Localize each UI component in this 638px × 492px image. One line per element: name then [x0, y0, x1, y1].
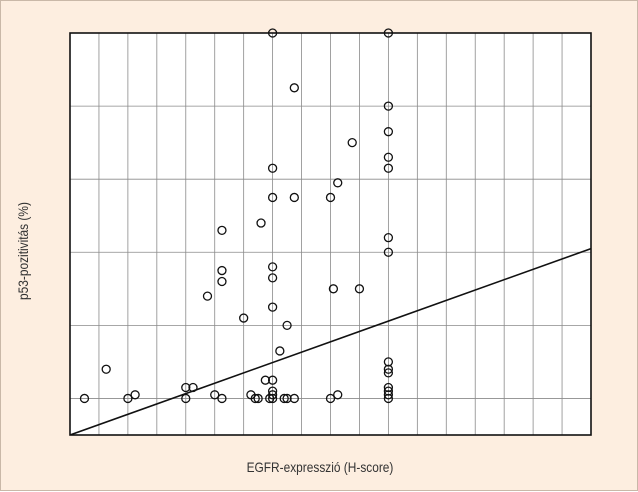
data-point — [217, 225, 227, 235]
data-point — [253, 393, 263, 404]
data-point — [267, 390, 278, 400]
data-point — [217, 276, 227, 287]
data-point — [79, 393, 90, 404]
data-point — [383, 368, 394, 378]
data-point — [202, 291, 213, 301]
data-point — [260, 375, 271, 385]
data-point — [188, 382, 198, 393]
data-point — [267, 302, 278, 312]
data-point — [267, 375, 278, 385]
data-point — [347, 137, 357, 148]
data-point — [267, 273, 278, 283]
trendline — [70, 247, 591, 435]
data-point — [279, 393, 289, 404]
data-point — [267, 386, 278, 396]
data-point — [383, 127, 394, 137]
data-point — [239, 313, 249, 323]
data-point — [383, 393, 394, 404]
data-point — [325, 393, 336, 404]
data-point — [275, 346, 285, 356]
data-point — [383, 390, 394, 400]
data-point — [328, 284, 339, 294]
data-point — [181, 382, 191, 393]
data-point — [267, 163, 278, 173]
data-point — [130, 390, 140, 400]
data-point — [267, 393, 278, 404]
data-point — [267, 192, 278, 203]
data-point — [383, 357, 394, 367]
data-point — [325, 192, 336, 203]
data-point — [333, 178, 343, 188]
data-point — [210, 390, 220, 400]
data-point — [256, 218, 266, 228]
data-point — [383, 152, 394, 162]
data-point — [333, 390, 343, 400]
data-point — [383, 101, 394, 111]
data-point — [289, 192, 299, 203]
data-point — [101, 364, 111, 374]
data-point — [123, 393, 133, 404]
data-point — [383, 386, 394, 396]
data-point — [354, 284, 365, 294]
trendline-group — [70, 247, 591, 435]
data-point — [383, 382, 394, 393]
data-point — [282, 393, 292, 404]
data-point — [217, 393, 227, 404]
data-point — [383, 233, 394, 243]
data-point — [383, 364, 394, 374]
data-point — [289, 83, 299, 93]
data-point — [289, 393, 299, 404]
y-axis-label: p53-pozitivitás (%) — [15, 202, 31, 300]
data-point — [267, 262, 278, 272]
data-point — [217, 265, 227, 276]
data-point — [181, 393, 191, 404]
data-point — [250, 393, 260, 404]
data-point — [383, 163, 394, 173]
plot-frame — [69, 32, 592, 436]
data-point — [282, 320, 292, 331]
data-point — [383, 247, 394, 257]
x-axis-label: EGFR-expresszió (H-score) — [246, 459, 394, 475]
